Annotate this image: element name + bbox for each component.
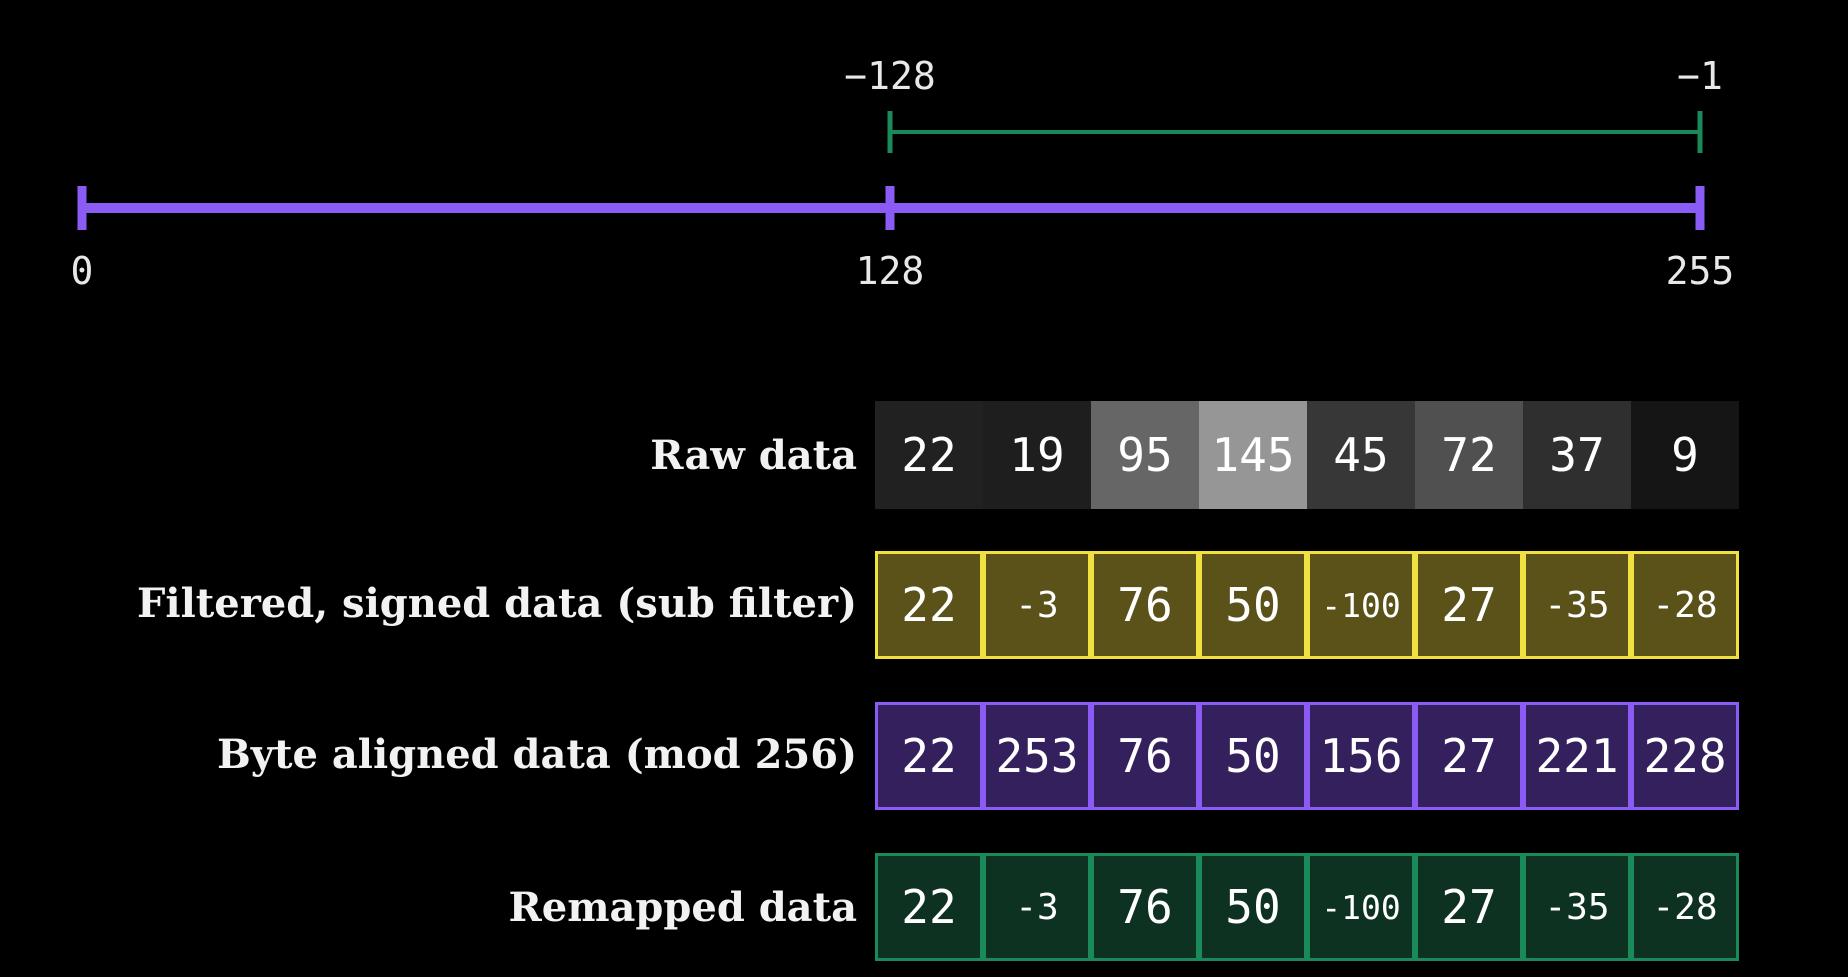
data-cell: -28 [1631, 853, 1739, 961]
signed-tick-label-start: −128 [844, 54, 936, 98]
row-label-filtered: Filtered, signed data (sub filter) [137, 580, 857, 627]
data-cell: 27 [1415, 702, 1523, 810]
cells-filtered: 22 -3 76 50 -100 27 -35 -28 [875, 551, 1739, 659]
unsigned-tick-label-128: 128 [855, 249, 925, 293]
data-cell: 95 [1091, 401, 1199, 509]
data-cell: 50 [1199, 702, 1307, 810]
unsigned-tick-label-255: 255 [1665, 249, 1735, 293]
data-cell: 76 [1091, 853, 1199, 961]
data-cell: 145 [1199, 401, 1307, 509]
cells-remapped: 22 -3 76 50 -100 27 -35 -28 [875, 853, 1739, 961]
data-cell: 228 [1631, 702, 1739, 810]
signed-tick-label-end: −1 [1677, 54, 1723, 98]
data-cell: 19 [983, 401, 1091, 509]
row-label-remapped: Remapped data [508, 884, 858, 931]
data-cell: 72 [1415, 401, 1523, 509]
data-cell: 22 [875, 401, 983, 509]
data-cell: 9 [1631, 401, 1739, 509]
data-cell: -35 [1523, 551, 1631, 659]
data-cell: 22 [875, 551, 983, 659]
row-label-byte-aligned: Byte aligned data (mod 256) [216, 731, 857, 778]
data-cell: 50 [1199, 853, 1307, 961]
cells-raw: 22 19 95 145 45 72 37 9 [875, 401, 1739, 509]
data-cell: 76 [1091, 702, 1199, 810]
data-cell: 156 [1307, 702, 1415, 810]
data-cell: 50 [1199, 551, 1307, 659]
cells-byte-aligned: 22 253 76 50 156 27 221 228 [875, 702, 1739, 810]
data-cell: -100 [1307, 551, 1415, 659]
data-cell: 253 [983, 702, 1091, 810]
data-cell: -28 [1631, 551, 1739, 659]
data-cell: -3 [983, 853, 1091, 961]
row-label-raw: Raw data [650, 432, 857, 479]
data-cell: 37 [1523, 401, 1631, 509]
data-cell: 22 [875, 853, 983, 961]
data-cell: 221 [1523, 702, 1631, 810]
data-cell: 45 [1307, 401, 1415, 509]
data-cell: 22 [875, 702, 983, 810]
data-cell: 27 [1415, 551, 1523, 659]
data-cell: -100 [1307, 853, 1415, 961]
unsigned-tick-label-0: 0 [70, 249, 94, 293]
data-cell: -35 [1523, 853, 1631, 961]
data-cell: 76 [1091, 551, 1199, 659]
data-cell: -3 [983, 551, 1091, 659]
data-cell: 27 [1415, 853, 1523, 961]
